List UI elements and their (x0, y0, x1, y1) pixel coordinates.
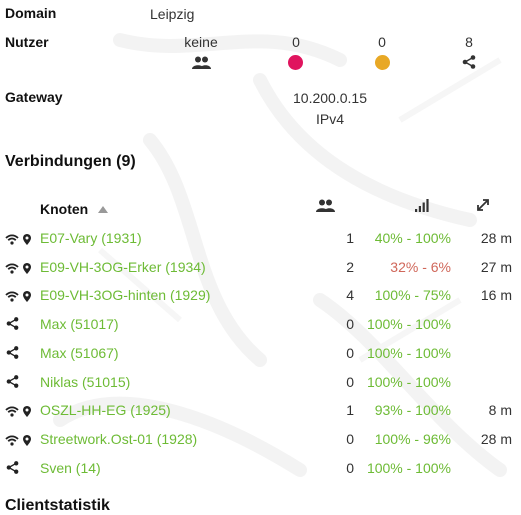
gateway-ip[interactable]: 10.200.0.15 (293, 90, 367, 106)
column-header-clients-icon[interactable] (316, 199, 335, 216)
node-distance: 8 m (488, 402, 512, 418)
node-distance: 16 m (480, 287, 512, 303)
location-pin-icon (23, 261, 31, 277)
location-pin-icon (23, 433, 31, 449)
wifi-icon (5, 433, 19, 449)
node-link[interactable]: Streetwork.Ost-01 (1928) (40, 431, 198, 447)
vpn-share-icon (6, 317, 19, 333)
node-link[interactable]: Max (51067) (40, 345, 119, 361)
node-link[interactable]: OSZL-HH-EG (1925) (40, 402, 171, 418)
node-link[interactable]: E07-Vary (1931) (40, 230, 142, 246)
wifi-icon (5, 404, 19, 420)
sort-ascending-icon (98, 206, 109, 213)
node-link[interactable]: Sven (14) (40, 460, 101, 476)
column-header-knoten-label: Knoten (40, 201, 89, 217)
node-clients: 1 (346, 230, 354, 246)
node-clients: 4 (346, 287, 354, 303)
users-icon (192, 56, 211, 73)
vpn-share-icon (6, 375, 19, 391)
status-dot-orange (375, 55, 390, 70)
nutzer-clients-value: keine (184, 34, 218, 50)
node-tq: 32% - 6% (390, 259, 451, 275)
verbindungen-title: Verbindungen (9) (5, 153, 136, 170)
node-clients: 0 (346, 460, 354, 476)
node-clients: 0 (346, 374, 354, 390)
column-header-signal-icon[interactable] (415, 199, 429, 215)
domain-label: Domain (5, 5, 57, 21)
wifi-icon (5, 261, 19, 277)
node-clients: 1 (346, 402, 354, 418)
node-tq: 100% - 100% (366, 374, 451, 390)
node-distance: 28 m (480, 431, 512, 447)
nutzer-share-count: 8 (465, 34, 473, 50)
nutzer-pink-count: 0 (292, 34, 300, 50)
nutzer-label: Nutzer (5, 34, 49, 50)
gateway-label: Gateway (5, 89, 63, 105)
node-link[interactable]: E09-VH-3OG-hinten (1929) (40, 287, 211, 303)
location-pin-icon (23, 289, 31, 305)
node-tq: 40% - 100% (374, 230, 451, 246)
node-clients: 0 (346, 431, 354, 447)
status-dot-pink (288, 55, 303, 70)
share-icon (462, 55, 476, 72)
node-tq: 100% - 75% (374, 287, 451, 303)
node-link[interactable]: Niklas (51015) (40, 374, 131, 390)
vpn-share-icon (6, 461, 19, 477)
column-header-knoten[interactable]: Knoten (40, 201, 109, 217)
node-clients: 0 (346, 345, 354, 361)
location-pin-icon (23, 232, 31, 248)
node-clients: 2 (346, 259, 354, 275)
vpn-share-icon (6, 346, 19, 362)
node-clients: 0 (346, 316, 354, 332)
wifi-icon (5, 289, 19, 305)
clientstatistik-title: Clientstatistik (5, 497, 110, 514)
node-distance: 28 m (480, 230, 512, 246)
node-link[interactable]: Max (51017) (40, 316, 119, 332)
node-tq: 100% - 100% (366, 460, 451, 476)
node-distance: 27 m (480, 259, 512, 275)
domain-value: Leipzig (150, 6, 195, 22)
gateway-proto: IPv4 (315, 111, 344, 127)
node-tq: 100% - 100% (366, 345, 451, 361)
nutzer-orange-count: 0 (378, 34, 386, 50)
wifi-icon (5, 232, 19, 248)
node-link[interactable]: E09-VH-3OG-Erker (1934) (40, 259, 206, 275)
node-tq: 100% - 96% (374, 431, 451, 447)
node-tq: 93% - 100% (374, 402, 451, 418)
column-header-distance-icon[interactable] (476, 198, 490, 215)
location-pin-icon (23, 404, 31, 420)
node-tq: 100% - 100% (366, 316, 451, 332)
